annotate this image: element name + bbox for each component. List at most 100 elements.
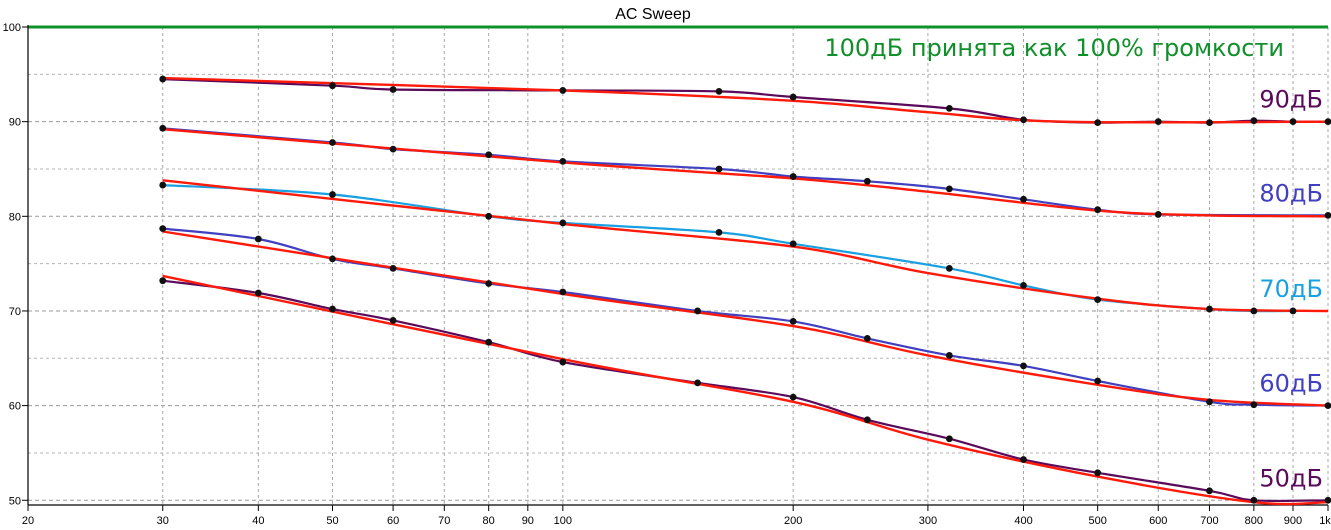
x-tick-label: 20 xyxy=(22,515,34,527)
y-tick-label: 90 xyxy=(9,117,21,129)
data-point xyxy=(945,352,953,359)
fit-curve-3 xyxy=(162,179,1329,313)
x-tick-label: 500 xyxy=(1088,515,1106,527)
data-point xyxy=(329,82,336,90)
data-markers xyxy=(159,75,1331,504)
series-labels: 90дБ 80дБ 70дБ 60дБ 50дБ xyxy=(1259,86,1323,493)
data-point xyxy=(254,289,262,297)
data-point xyxy=(715,165,723,173)
data-point xyxy=(694,379,701,387)
x-tick-label: 70 xyxy=(438,515,450,527)
data-point xyxy=(159,75,167,83)
data-point xyxy=(1206,119,1213,126)
series-label-4: 60дБ xyxy=(1259,370,1323,398)
data-point xyxy=(1206,398,1213,406)
x-tick-label: 700 xyxy=(1200,515,1218,527)
data-point xyxy=(789,173,797,180)
data-point xyxy=(159,277,167,285)
data-point xyxy=(1020,195,1027,203)
x-tick-label: 90 xyxy=(522,515,534,527)
fit-curve-5 xyxy=(162,274,1329,506)
x-tick-label: 1k xyxy=(1319,515,1331,527)
x-tick-label: 800 xyxy=(1245,515,1263,527)
data-point xyxy=(1289,118,1297,126)
data-point xyxy=(1324,496,1331,504)
data-point xyxy=(159,124,167,132)
data-point xyxy=(1154,211,1162,218)
data-point xyxy=(329,255,336,263)
data-point xyxy=(694,307,701,315)
x-tick-label: 400 xyxy=(1014,515,1032,527)
data-point xyxy=(863,335,871,342)
grid-lines xyxy=(27,25,1329,505)
data-point xyxy=(559,158,567,165)
data-point xyxy=(389,145,397,153)
data-point xyxy=(159,225,167,233)
series-label-5: 50дБ xyxy=(1259,464,1323,492)
y-tick-label: 50 xyxy=(9,495,21,507)
y-tick-label: 100 xyxy=(3,22,21,34)
data-point xyxy=(945,185,953,193)
x-tick-label: 80 xyxy=(483,515,495,527)
series-label-3: 70дБ xyxy=(1259,275,1323,303)
data-point xyxy=(389,317,397,324)
data-point xyxy=(945,435,953,443)
data-point xyxy=(329,305,336,313)
data-point xyxy=(389,86,397,93)
x-tick-label: 50 xyxy=(326,515,338,527)
x-tick-label: 900 xyxy=(1284,515,1302,527)
data-point xyxy=(715,228,723,236)
data-point xyxy=(329,191,336,198)
data-point xyxy=(1154,118,1162,126)
fit-curves xyxy=(162,76,1329,506)
x-tick-label: 200 xyxy=(784,515,802,527)
data-point xyxy=(254,235,262,243)
data-point xyxy=(1020,456,1027,463)
x-tick-label: 40 xyxy=(252,515,264,527)
data-point xyxy=(389,264,397,272)
data-point xyxy=(1094,377,1102,385)
series-label-2: 80дБ xyxy=(1259,179,1323,207)
chart-title: AC Sweep xyxy=(615,6,691,23)
data-point xyxy=(789,240,797,248)
x-tick-label: 100 xyxy=(554,515,572,527)
data-point xyxy=(789,393,797,401)
data-point xyxy=(1206,305,1213,313)
data-point xyxy=(485,212,493,220)
fit-curve-2 xyxy=(162,128,1329,218)
x-tick-label: 600 xyxy=(1149,515,1167,527)
data-point xyxy=(559,358,567,366)
series-line-5 xyxy=(162,279,1329,503)
data-point xyxy=(1094,469,1102,477)
data-point xyxy=(1324,211,1331,219)
data-point xyxy=(1020,282,1027,289)
data-point xyxy=(1020,362,1027,370)
data-point xyxy=(559,219,567,227)
data-point xyxy=(789,317,797,325)
y-tick-label: 70 xyxy=(9,306,21,318)
data-point xyxy=(863,416,871,424)
x-tick-label: 300 xyxy=(919,515,937,527)
y-tick-label: 60 xyxy=(9,401,21,413)
x-tick-label: 30 xyxy=(157,515,169,527)
data-point xyxy=(1324,118,1331,126)
data-point xyxy=(1250,117,1258,125)
data-point xyxy=(485,280,493,287)
y-tick-label: 80 xyxy=(9,211,21,223)
data-point xyxy=(329,139,336,146)
fit-curve-4 xyxy=(162,230,1329,407)
data-point xyxy=(1094,206,1102,214)
data-point xyxy=(559,288,567,296)
data-point xyxy=(1289,307,1297,315)
data-point xyxy=(559,87,567,94)
x-tick-label: 60 xyxy=(387,515,399,527)
fit-curve-1 xyxy=(162,76,1329,124)
data-point xyxy=(715,87,723,95)
data-point xyxy=(1020,116,1027,124)
data-point xyxy=(485,151,493,159)
chart-annotation: 100дБ принята как 100% громкости xyxy=(824,34,1284,62)
data-point xyxy=(1250,496,1258,504)
data-point xyxy=(1094,119,1102,126)
